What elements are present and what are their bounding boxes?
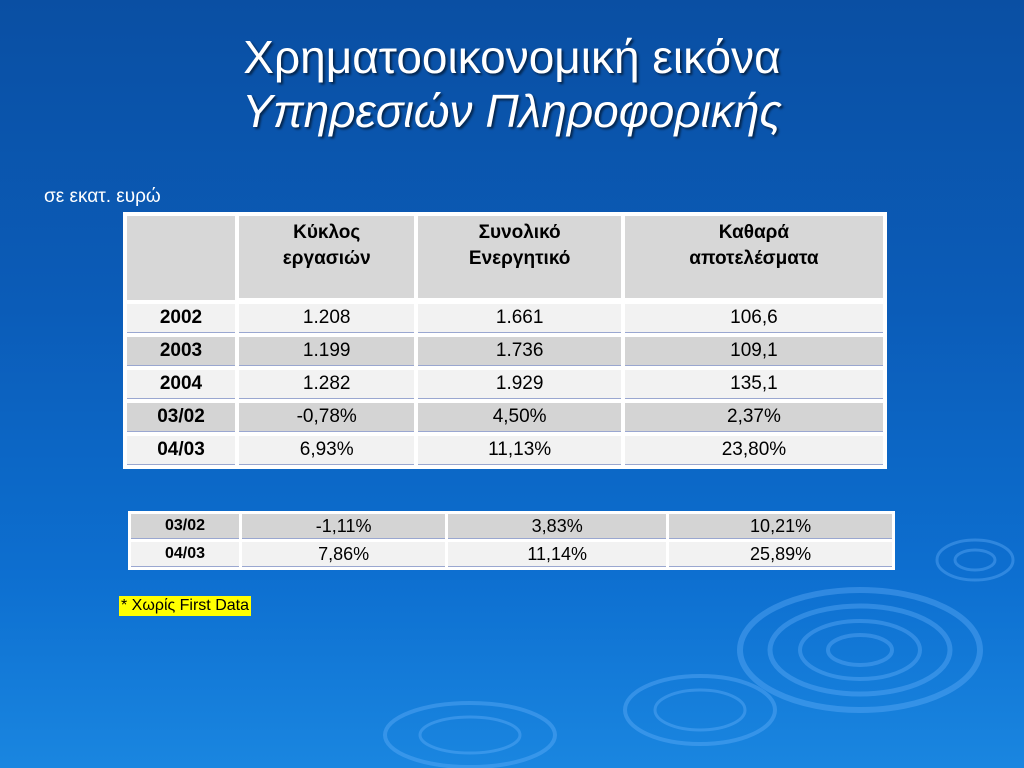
header-row: Κύκλος εργασιών Συνολικό Ενεργητικό Καθα… — [127, 216, 883, 300]
table-cell: 109,1 — [624, 337, 883, 366]
table-cell: 106,6 — [624, 304, 883, 333]
table-row: 03/02 -1,11% 3,83% 10,21% — [131, 514, 892, 539]
row-label: 04/03 — [127, 436, 235, 465]
table-cell: 6,93% — [239, 436, 415, 465]
growth-table-excluding-first-data: 03/02 -1,11% 3,83% 10,21% 04/03 7,86% 11… — [128, 511, 895, 570]
row-label: 04/03 — [131, 542, 239, 567]
table-cell: 1.199 — [239, 337, 415, 366]
table-cell: 11,14% — [448, 542, 667, 567]
table-cell: 1.208 — [239, 304, 415, 333]
header-corner-cell — [127, 216, 235, 300]
table-row: 2002 1.208 1.661 106,6 — [127, 304, 883, 333]
header-net-results: Καθαρά αποτελέσματα — [624, 216, 883, 300]
footnote: * Χωρίς First Data — [119, 596, 251, 616]
table-row: 2004 1.282 1.929 135,1 — [127, 370, 883, 399]
table-row: 04/03 7,86% 11,14% 25,89% — [131, 542, 892, 567]
table-row: 2003 1.199 1.736 109,1 — [127, 337, 883, 366]
table-cell: 135,1 — [624, 370, 883, 399]
table-cell: 2,37% — [624, 403, 883, 432]
row-label: 2002 — [127, 304, 235, 333]
row-label: 03/02 — [127, 403, 235, 432]
title-line-1: Χρηματοοικονομική εικόνα — [243, 31, 781, 83]
table-cell: 1.282 — [239, 370, 415, 399]
table-row: 03/02 -0,78% 4,50% 2,37% — [127, 403, 883, 432]
table-cell: -0,78% — [239, 403, 415, 432]
row-label: 03/02 — [131, 514, 239, 539]
table-cell: 23,80% — [624, 436, 883, 465]
header-revenue: Κύκλος εργασιών — [239, 216, 415, 300]
table-cell: 11,13% — [418, 436, 621, 465]
table-cell: 4,50% — [418, 403, 621, 432]
table-cell: 1.661 — [418, 304, 621, 333]
header-total-assets: Συνολικό Ενεργητικό — [418, 216, 621, 300]
slide-title: Χρηματοοικονομική εικόνα Υπηρεσιών Πληρο… — [0, 30, 1024, 138]
table-cell: 10,21% — [669, 514, 892, 539]
table-cell: 7,86% — [242, 542, 446, 567]
table-cell: 3,83% — [448, 514, 667, 539]
row-label: 2003 — [127, 337, 235, 366]
table-cell: 25,89% — [669, 542, 892, 567]
table-cell: -1,11% — [242, 514, 446, 539]
table-cell: 1.929 — [418, 370, 621, 399]
table-cell: 1.736 — [418, 337, 621, 366]
table-row: 04/03 6,93% 11,13% 23,80% — [127, 436, 883, 465]
unit-label: σε εκατ. ευρώ — [44, 186, 161, 207]
financial-table: Κύκλος εργασιών Συνολικό Ενεργητικό Καθα… — [123, 212, 887, 469]
row-label: 2004 — [127, 370, 235, 399]
title-line-2: Υπηρεσιών Πληροφορικής — [242, 85, 782, 137]
